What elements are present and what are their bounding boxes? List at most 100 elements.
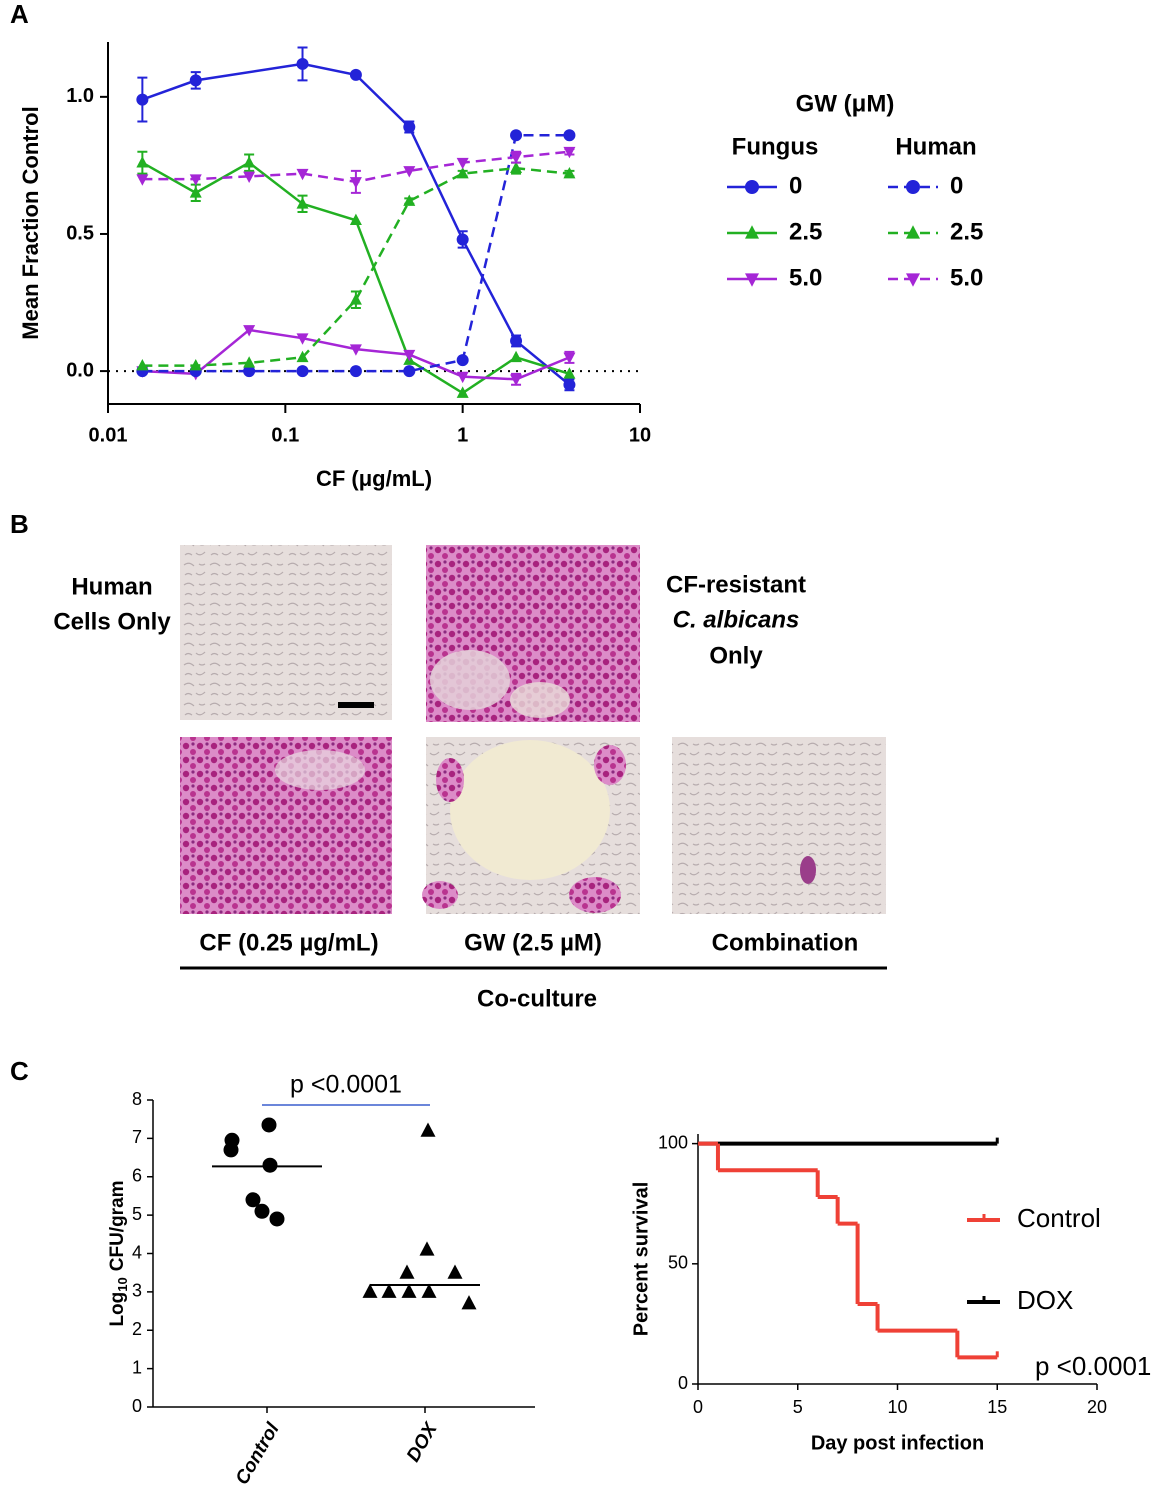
y-tick-label: 0: [678, 1373, 688, 1393]
legend-marker: [745, 225, 759, 239]
micrograph-label: Combination: [712, 929, 859, 956]
micrograph-label: Human: [71, 573, 152, 600]
marker: [136, 93, 149, 106]
marker: [243, 156, 256, 168]
marker: [461, 1295, 477, 1310]
marker: [456, 167, 469, 179]
marker: [189, 186, 202, 198]
marker: [510, 161, 523, 173]
marker: [349, 293, 362, 305]
y-axis-label: Log10 CFU/gram: [107, 1180, 130, 1326]
micrograph-label: CF-resistant: [666, 571, 806, 598]
x-axis-label: CF (μg/mL): [316, 466, 432, 491]
marker: [381, 1283, 397, 1298]
micrograph-label: GW (2.5 µM): [464, 929, 602, 956]
marker: [136, 156, 149, 168]
micrograph-detail: [430, 650, 510, 710]
marker: [269, 1211, 285, 1227]
x-tick-label: 10: [887, 1397, 907, 1417]
annotation: p <0.0001: [1035, 1351, 1151, 1381]
marker: [403, 166, 416, 178]
legend-marker: [906, 273, 920, 287]
marker: [362, 1283, 378, 1298]
micrograph-detail: [436, 758, 464, 802]
marker: [243, 356, 256, 368]
marker: [510, 129, 523, 142]
group-label: Co-culture: [477, 985, 597, 1012]
y-axis-label-part: Log: [107, 1292, 128, 1327]
micrograph-detail: [275, 750, 365, 790]
y-tick-label: 1.0: [66, 85, 94, 107]
micrograph: [672, 737, 886, 914]
y-tick-label: 8: [132, 1089, 142, 1109]
marker: [510, 374, 523, 386]
micrograph-detail: [510, 682, 570, 718]
marker: [296, 365, 309, 378]
marker: [243, 365, 256, 378]
y-tick-label: 3: [132, 1281, 142, 1301]
marker: [510, 334, 523, 347]
legend-group: Human: [895, 133, 976, 160]
marker: [399, 1264, 415, 1279]
marker: [136, 174, 149, 186]
marker: [349, 68, 362, 81]
marker: [419, 1241, 435, 1256]
marker: [243, 171, 256, 183]
x-axis-label: Day post infection: [811, 1432, 984, 1454]
x-tick-label: 0.1: [271, 424, 299, 446]
marker: [245, 1192, 261, 1208]
micrograph-label: CF (0.25 µg/mL): [199, 929, 378, 956]
marker: [223, 1142, 239, 1158]
marker: [349, 344, 362, 356]
y-tick-label: 0.0: [66, 359, 94, 381]
marker: [456, 371, 469, 384]
marker: [296, 333, 309, 345]
legend-marker: [906, 180, 920, 194]
marker: [296, 197, 309, 209]
marker: [261, 1117, 277, 1133]
marker: [563, 352, 576, 364]
marker: [403, 121, 416, 134]
marker: [403, 194, 416, 206]
scale-bar: [338, 702, 374, 708]
panel-b: Human Cells Only CF-resistant C. albican…: [53, 545, 887, 1012]
marker: [456, 157, 469, 170]
x-tick-label: 20: [1087, 1397, 1107, 1417]
marker: [456, 386, 469, 398]
micrograph-detail: [594, 745, 626, 785]
micrograph-label: Cells Only: [53, 608, 171, 635]
marker: [420, 1122, 436, 1137]
legend-title: GW (μM): [796, 90, 895, 117]
x-tick-label: 0.01: [89, 424, 128, 446]
micrograph-detail: [569, 877, 621, 913]
y-tick-label: 5: [132, 1204, 142, 1224]
marker: [296, 57, 309, 70]
x-tick-label: Control: [232, 1419, 284, 1489]
y-axis-label-subscript: 10: [115, 1277, 130, 1291]
marker: [349, 213, 362, 226]
panel-label: A: [10, 0, 29, 29]
panel-label: C: [10, 1056, 29, 1086]
x-tick-label: 0: [693, 1397, 703, 1417]
marker: [403, 365, 416, 378]
series-line: [141, 161, 570, 395]
legend-label: Control: [1017, 1203, 1101, 1233]
marker: [510, 350, 523, 363]
legend-label: 5.0: [789, 264, 822, 291]
marker: [563, 146, 576, 159]
legend-label: 2.5: [950, 218, 983, 245]
legend-group: Fungus: [732, 133, 819, 160]
y-axis-label: Mean Fraction Control: [18, 106, 43, 339]
y-tick-label: 100: [658, 1132, 688, 1152]
legend-marker: [745, 273, 759, 287]
y-tick-label: 0.5: [66, 222, 94, 244]
micrograph-label: C. albicans: [673, 606, 800, 633]
series-line: [141, 62, 571, 386]
marker: [189, 174, 202, 186]
legend-label: 2.5: [789, 218, 822, 245]
legend-marker: [745, 180, 759, 194]
micrograph-detail: [422, 881, 458, 909]
marker: [456, 233, 469, 246]
marker: [296, 350, 309, 363]
